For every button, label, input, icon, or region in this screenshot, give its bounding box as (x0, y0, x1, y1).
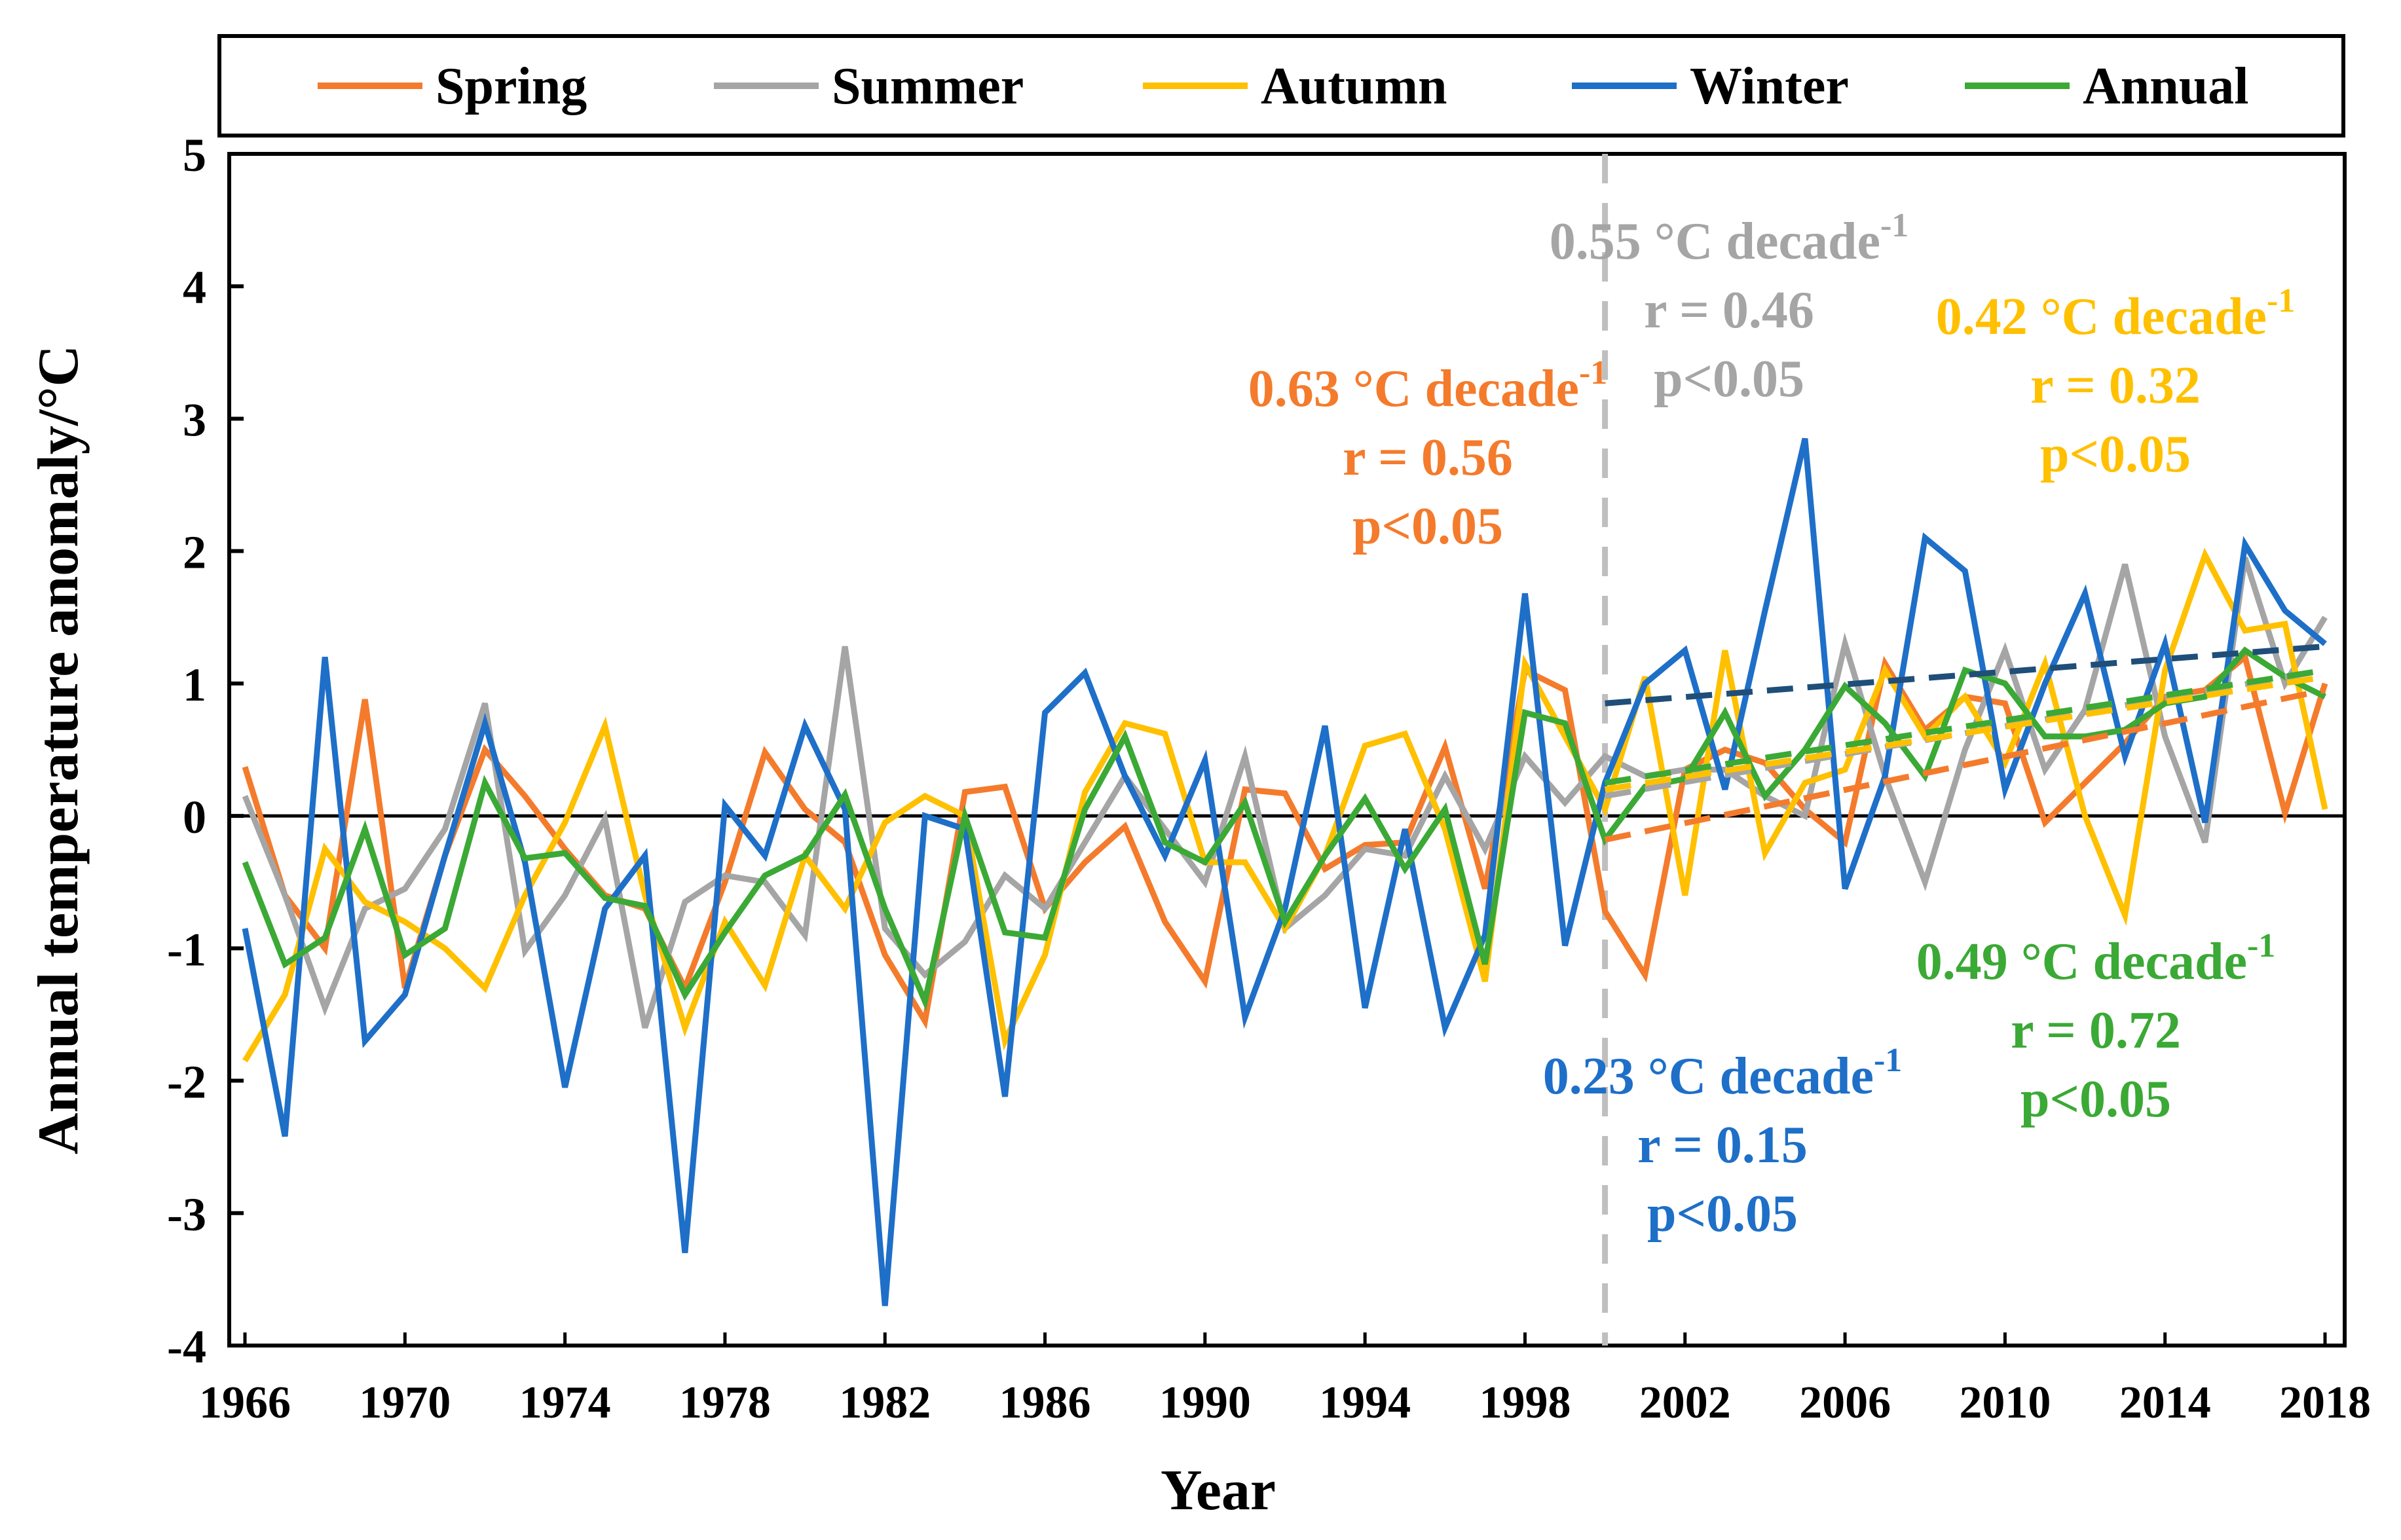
x-tick-label: 1966 (199, 1378, 291, 1428)
series-line-winter (242, 437, 2327, 1306)
correlation-label: r = 0.46 (1644, 282, 1814, 339)
rate-text: 0.23 °C decade (1543, 1048, 1874, 1105)
correlation-label: r = 0.72 (2011, 1002, 2181, 1059)
y-axis-label: Annual temperature anomaly/°C (27, 345, 90, 1154)
legend-label-autumn: Autumn (1261, 58, 1447, 115)
y-tick-label: -2 (167, 1056, 206, 1109)
rate-superscript: -1 (1880, 207, 1908, 244)
x-tick-label: 2002 (1639, 1378, 1731, 1428)
plot-area: -4 -3 -2 -1 0 1 2 3 4 5 1966 1970 1974 1978 1982 1986 19… (167, 129, 2371, 1428)
y-tick-label: 4 (183, 261, 206, 314)
plot-frame (227, 152, 2347, 1348)
rate-superscript: -1 (2267, 282, 2295, 320)
trend-line-summer (1604, 667, 2326, 799)
legend-label-annual: Annual (2083, 58, 2248, 115)
x-tick-label: 2006 (1799, 1378, 1891, 1428)
rate-superscript: -1 (1874, 1042, 1902, 1079)
y-tick-label: 2 (183, 526, 206, 579)
rate-text: 0.55 °C decade (1550, 213, 1880, 270)
significance-label: p<0.05 (1647, 1185, 1798, 1243)
trend-rate-label: 0.49 °C decade-1 (1916, 927, 2276, 991)
x-tick-label: 1986 (999, 1378, 1091, 1428)
rate-text: 0.42 °C decade (1936, 288, 2267, 346)
annotation-spring: 0.63 °C decade-1 r = 0.56 p<0.05 (1248, 354, 1608, 555)
y-tick-label: 3 (183, 394, 206, 446)
legend-label-spring: Spring (436, 58, 587, 115)
significance-label: p<0.05 (1352, 498, 1503, 555)
y-tick-label: -4 (167, 1321, 206, 1373)
y-tick-label: -1 (167, 923, 206, 976)
y-tick-label: -3 (167, 1188, 206, 1241)
rate-superscript: -1 (2247, 927, 2275, 964)
x-tick-label: 1990 (1159, 1378, 1251, 1428)
x-axis-label: Year (1161, 1459, 1276, 1522)
legend-label-summer: Summer (832, 58, 1024, 115)
significance-label: p<0.05 (2040, 426, 2191, 483)
correlation-label: r = 0.56 (1343, 429, 1513, 486)
y-tick-label: 0 (183, 791, 206, 843)
trend-rate-label: 0.23 °C decade-1 (1543, 1042, 1903, 1105)
rate-text: 0.63 °C decade (1248, 360, 1579, 418)
x-tick-label: 1978 (679, 1378, 771, 1428)
x-tick-label: 1994 (1319, 1378, 1411, 1428)
legend: Spring Summer Autumn Winter Annual (217, 34, 2345, 138)
correlation-label: r = 0.15 (1637, 1116, 1808, 1174)
trend-line-spring (1604, 687, 2326, 843)
significance-label: p<0.05 (1654, 350, 1804, 408)
annotation-winter: 0.23 °C decade-1 r = 0.15 p<0.05 (1543, 1042, 1903, 1243)
x-tick-label: 2014 (2119, 1378, 2211, 1428)
trend-rate-label: 0.42 °C decade-1 (1936, 282, 2296, 346)
x-tick-label: 1970 (359, 1378, 451, 1428)
trend-rate-label: 0.63 °C decade-1 (1248, 354, 1608, 418)
x-tick-label: 2018 (2279, 1378, 2371, 1428)
rate-superscript: -1 (1579, 354, 1607, 392)
trend-rate-label: 0.55 °C decade-1 (1550, 207, 1909, 270)
rate-text: 0.49 °C decade (1916, 933, 2247, 991)
annotation-autumn: 0.42 °C decade-1 r = 0.32 p<0.05 (1936, 282, 2296, 483)
x-tick-label: 1974 (519, 1378, 611, 1428)
x-tick-label: 1998 (1479, 1378, 1571, 1428)
legend-label-winter: Winter (1690, 58, 1849, 115)
significance-label: p<0.05 (2020, 1071, 2171, 1128)
x-tick-label: 2010 (1959, 1378, 2051, 1428)
correlation-label: r = 0.32 (2030, 357, 2201, 414)
x-tick-label: 1982 (839, 1378, 931, 1428)
y-tick-label: 1 (183, 659, 206, 711)
annotation-summer: 0.55 °C decade-1r = 0.46p<0.05 (1550, 207, 1909, 408)
annotation-annual: 0.49 °C decade-1 r = 0.72 p<0.05 (1916, 927, 2276, 1128)
y-tick-label: 5 (183, 129, 206, 181)
